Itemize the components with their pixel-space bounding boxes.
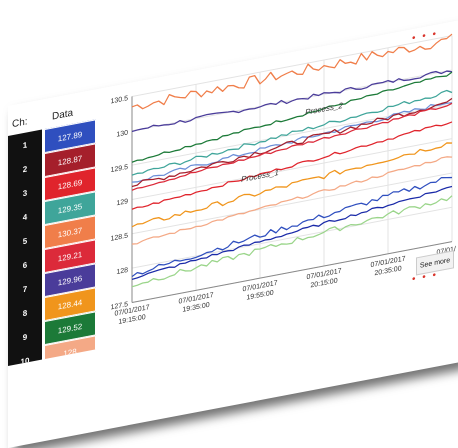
series-line (131, 97, 453, 188)
series-line (131, 70, 453, 133)
x-axis (132, 241, 452, 303)
y-gridline (132, 206, 452, 269)
series-line (131, 185, 453, 280)
y-tick-label: 130.5 (111, 95, 129, 105)
y-tick-label: 128.5 (111, 233, 129, 243)
data-header: Data (52, 107, 74, 123)
series-line (131, 156, 453, 245)
channel-number: 10 (20, 355, 30, 367)
series-line (131, 33, 453, 110)
series-line (131, 121, 453, 210)
series-line (131, 89, 453, 176)
stage: • • • Ch: Data 1 127.89 2 128.87 3 128.69 4 129… (8, 28, 456, 367)
series-line (131, 71, 453, 163)
dashboard-card: • • • Ch: Data 1 127.89 2 128.87 3 128.69 4 129… (8, 20, 458, 448)
y-tick-label: 127.5 (111, 301, 129, 311)
series-line (131, 102, 453, 191)
y-tick-label: 128 (116, 267, 128, 276)
y-tick-label: 129.5 (111, 164, 129, 174)
line-chart: 130.5130129.5129128.5128127.507/01/20171… (111, 33, 456, 326)
series-line (131, 142, 453, 228)
y-gridline (132, 172, 452, 235)
y-gridline (132, 138, 452, 200)
series-line (131, 195, 453, 288)
y-tick-label: 130 (116, 130, 128, 139)
card-inner: • • • Ch: Data 1 127.89 2 128.87 3 128.69 4 129… (8, 20, 458, 367)
y-tick-label: 129 (116, 198, 128, 207)
ch-header: Ch: (12, 116, 28, 131)
series-line (131, 176, 453, 278)
y-gridline (132, 35, 452, 97)
